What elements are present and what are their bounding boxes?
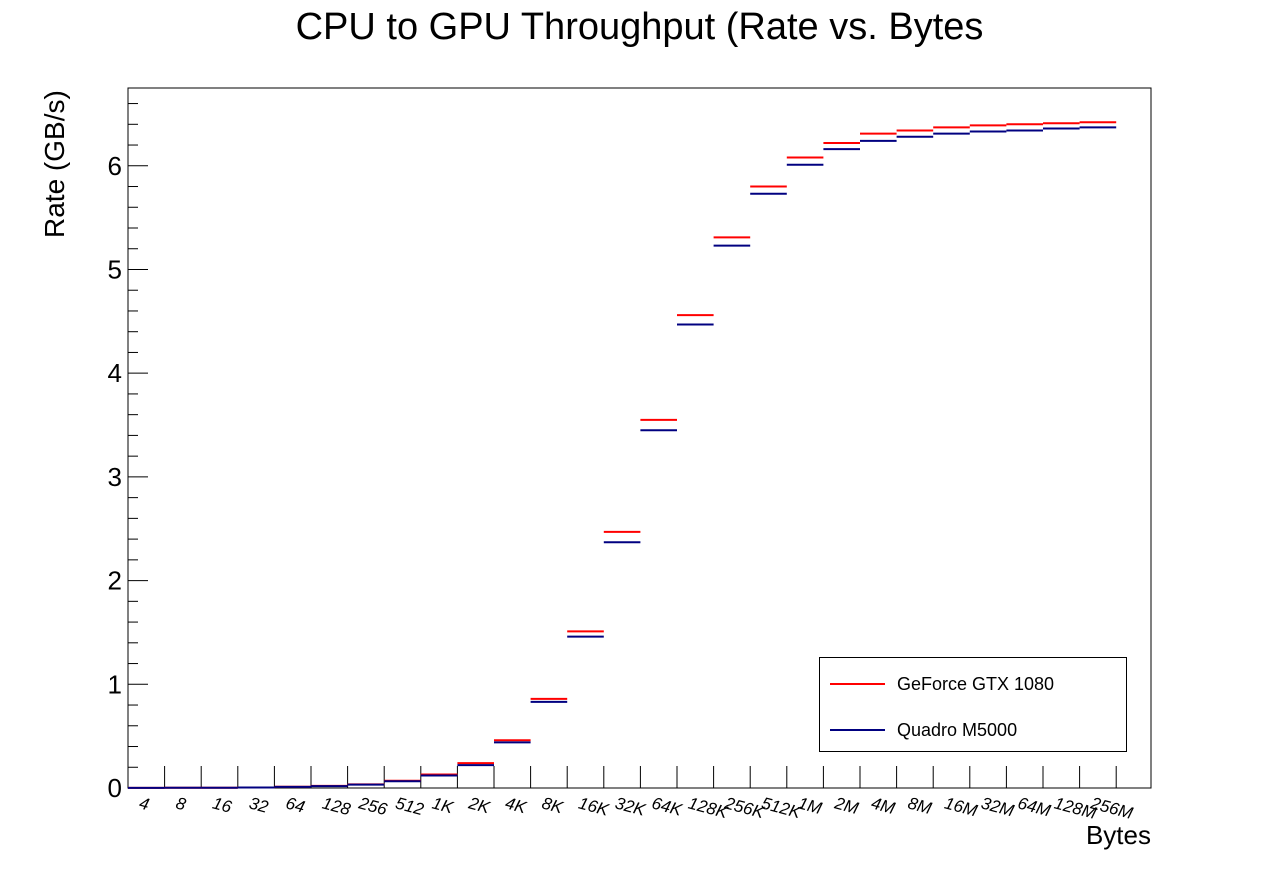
x-tick-label: 8M bbox=[906, 794, 935, 819]
legend-entry-geforce: GeForce GTX 1080 bbox=[830, 674, 1054, 694]
x-tick-label: 64 bbox=[284, 794, 307, 817]
x-tick-label: 512 bbox=[393, 794, 426, 820]
legend-label-quadro: Quadro M5000 bbox=[897, 719, 1018, 740]
x-tick-label: 128 bbox=[320, 794, 353, 820]
x-tick-label: 2M bbox=[832, 793, 862, 818]
y-tick-label: 4 bbox=[108, 358, 122, 388]
y-tick-label: 2 bbox=[108, 566, 122, 596]
x-tick-label: 64K bbox=[650, 794, 685, 820]
y-axis-label: Rate (GB/s) bbox=[39, 90, 70, 238]
plot-frame bbox=[127, 87, 1152, 789]
legend-entry-quadro: Quadro M5000 bbox=[830, 720, 1017, 740]
y-axis: 0 1 2 3 4 5 6 bbox=[108, 103, 148, 803]
x-axis: 4 8 16 32 64 128 256 512 1K 2K 4K 8K 16K 32K 64K 128K25… bbox=[127, 766, 1136, 823]
legend-label-geforce: GeForce GTX 1080 bbox=[897, 673, 1055, 694]
x-tick-label: 32M bbox=[979, 794, 1017, 821]
y-tick-label: 1 bbox=[108, 669, 122, 699]
y-tick-label: 0 bbox=[108, 773, 122, 803]
x-tick-label: 64M bbox=[1016, 794, 1054, 821]
x-tick-label: 4M bbox=[869, 794, 898, 819]
legend-swatch-geforce bbox=[830, 683, 885, 685]
x-tick-label: 4K bbox=[503, 794, 529, 818]
x-tick-label: 8K bbox=[540, 794, 566, 818]
x-tick-label: 4 bbox=[137, 794, 151, 815]
x-tick-label: 32 bbox=[247, 794, 271, 817]
series-layer bbox=[128, 121, 1117, 789]
legend-swatch-quadro bbox=[830, 729, 885, 731]
y-tick-label: 6 bbox=[108, 151, 122, 181]
x-tick-label: 8 bbox=[174, 794, 189, 815]
x-tick-label: 2K bbox=[466, 793, 493, 817]
y-tick-label: 3 bbox=[108, 462, 122, 492]
series-quadro bbox=[128, 126, 1117, 789]
x-tick-label: 1K bbox=[430, 794, 456, 818]
y-tick-label: 5 bbox=[108, 254, 122, 284]
chart-title: CPU to GPU Throughput (Rate vs. Bytes bbox=[295, 6, 984, 48]
x-tick-label: 16M bbox=[942, 794, 980, 821]
x-tick-label: 256M bbox=[1088, 793, 1136, 823]
x-tick-label: 16 bbox=[210, 794, 234, 817]
x-tick-label: 256 bbox=[356, 793, 390, 819]
x-tick-label: 32K bbox=[613, 794, 648, 820]
x-tick-label: 1M bbox=[796, 794, 825, 819]
x-tick-label: 16K bbox=[576, 794, 611, 820]
x-axis-label: Bytes bbox=[1086, 820, 1151, 850]
legend: GeForce GTX 1080 Quadro M5000 bbox=[819, 657, 1127, 752]
